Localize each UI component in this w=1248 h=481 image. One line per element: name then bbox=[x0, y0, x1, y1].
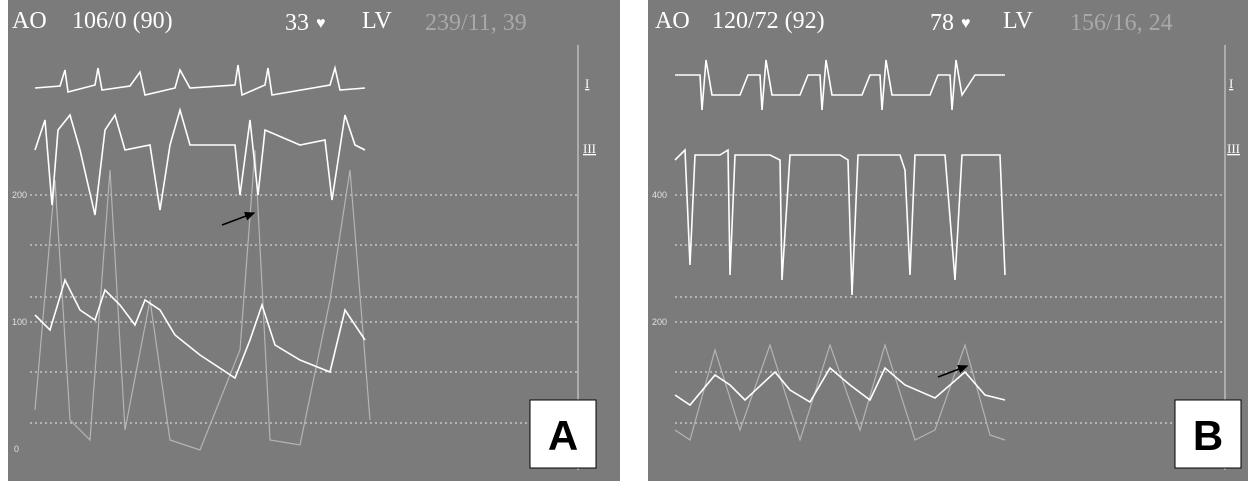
lv-label: LV bbox=[1003, 8, 1033, 34]
panel-b: AO 120/72 (92) 78 ♥ LV 156/16, 24 400 20… bbox=[648, 0, 1248, 481]
lead-label: I bbox=[1229, 76, 1233, 91]
lead-label: I bbox=[585, 76, 589, 91]
heart-rate: 78 bbox=[930, 10, 954, 36]
scale-label: 100 bbox=[12, 317, 27, 327]
scale-label: 0 bbox=[14, 444, 19, 454]
heart-icon: ♥ bbox=[316, 15, 326, 32]
lv-label: LV bbox=[362, 8, 392, 34]
scale-label: 400 bbox=[652, 190, 667, 200]
monitor-screen bbox=[8, 0, 620, 481]
panel-label: A bbox=[548, 412, 578, 459]
heart-icon: ♥ bbox=[961, 15, 971, 32]
lv-pressure: 239/11, 39 bbox=[425, 10, 527, 36]
panel-label: B bbox=[1193, 412, 1223, 459]
scale-label: 200 bbox=[652, 317, 667, 327]
panel-a: AO 106/0 (90) 33 ♥ LV 239/11, 39 200 100… bbox=[8, 0, 620, 481]
aortic-pressure: 120/72 (92) bbox=[712, 8, 825, 34]
scale-label: 200 bbox=[12, 190, 27, 200]
heart-rate: 33 bbox=[285, 10, 309, 36]
monitor-screen bbox=[648, 0, 1248, 481]
lead-label: III bbox=[583, 141, 596, 156]
figure: AO 106/0 (90) 33 ♥ LV 239/11, 39 200 100… bbox=[0, 0, 1248, 481]
aortic-pressure: 106/0 (90) bbox=[72, 8, 173, 34]
lead-label: III bbox=[1227, 141, 1240, 156]
lv-pressure: 156/16, 24 bbox=[1070, 10, 1173, 36]
aortic-label: AO bbox=[12, 8, 47, 34]
aortic-label: AO bbox=[655, 8, 690, 34]
